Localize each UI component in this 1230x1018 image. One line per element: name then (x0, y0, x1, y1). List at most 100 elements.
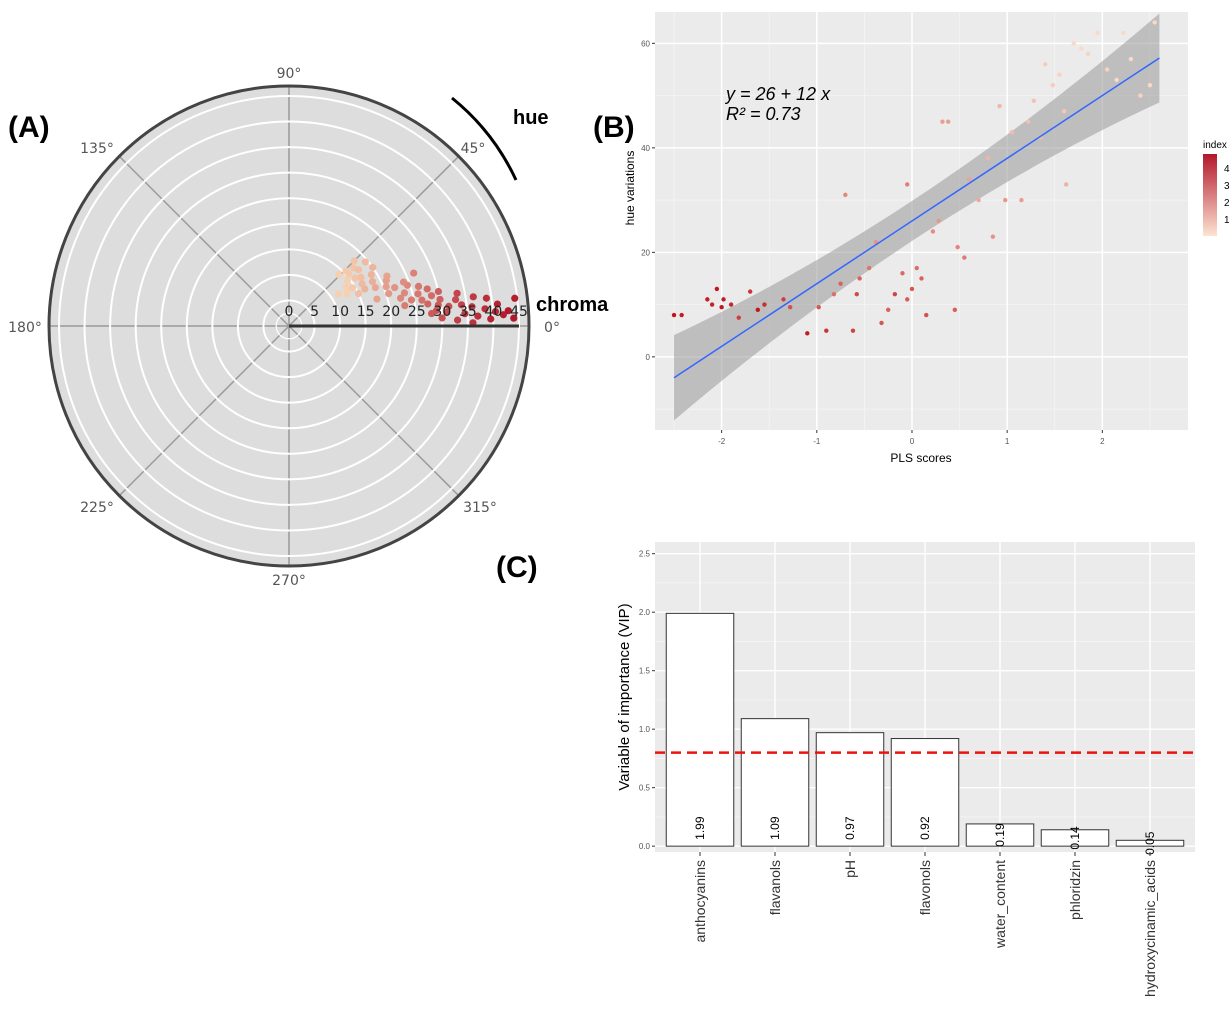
radius-tick-label: 20 (382, 304, 400, 320)
regression-point (831, 291, 837, 297)
regression-point (930, 229, 936, 234)
polar-point (407, 296, 416, 304)
angle-tick-label: 225° (80, 500, 114, 516)
regression-point (1031, 98, 1037, 104)
polar-gridlines (49, 86, 529, 566)
regression-point (1128, 56, 1134, 62)
polar-point (391, 283, 399, 292)
polar-chart: 0 5 10 15 20 25 30 35 40 45 0° 45° 90° 135° 180° 225° 2… (8, 66, 609, 589)
x-tick-label: water_content (992, 860, 1008, 949)
x-tick-label: 2 (1100, 437, 1105, 446)
regression-point (1147, 82, 1153, 88)
x-tick-label: anthocyanins (692, 860, 708, 943)
radius-tick-label: 40 (485, 304, 503, 320)
panel-label-b: (B) (593, 111, 635, 144)
chroma-label: chroma (536, 294, 609, 316)
y-axis-title: hue variations (623, 151, 637, 226)
regression-point (705, 297, 710, 302)
polar-point (510, 314, 518, 322)
x-tick-label: flavonols (917, 860, 933, 915)
regression-point (755, 307, 760, 313)
polar-point (410, 269, 418, 277)
polar-point (423, 285, 431, 293)
regression-point (816, 305, 821, 310)
regression-point (1085, 51, 1091, 56)
angle-tick-label: 45° (461, 141, 486, 157)
radius-tick-label: 35 (459, 304, 477, 320)
regression-point (850, 328, 856, 333)
polar-point (354, 266, 363, 274)
regression-point (1114, 77, 1119, 83)
polar-point (345, 270, 353, 278)
regression-x-ticks: -2 -1 0 1 2 (718, 430, 1105, 446)
regression-point (873, 239, 879, 245)
vip-value-label: 1.09 (768, 816, 782, 840)
regression-point (940, 119, 945, 124)
polar-point (482, 294, 490, 302)
vip-y-axis-title: Variable of importance (VIP) (616, 603, 633, 790)
regression-point (679, 312, 684, 318)
angle-tick-label: 180° (8, 320, 42, 336)
x-tick-label: phloridzin (1067, 860, 1083, 920)
regression-point (1095, 30, 1100, 36)
polar-point (361, 285, 369, 293)
regression-point (1063, 182, 1069, 187)
polar-point (385, 290, 393, 298)
radius-tick-label: 15 (357, 304, 375, 320)
x-tick-label: 0 (910, 437, 915, 446)
radius-tick-label: 10 (331, 304, 349, 320)
regression-point (671, 312, 677, 318)
regression-point (805, 331, 810, 336)
regression-point (719, 305, 724, 310)
regression-point (787, 305, 793, 310)
polar-point (369, 263, 377, 271)
radius-tick-label: 5 (310, 304, 319, 320)
hue-arc (451, 96, 518, 181)
polar-point (453, 316, 462, 324)
regression-point (709, 302, 715, 307)
polar-point (335, 270, 343, 279)
regression-point (854, 291, 859, 297)
polar-point (499, 311, 507, 319)
polar-spoke (288, 155, 460, 327)
polar-point (457, 301, 466, 309)
regression-point (762, 302, 767, 307)
regression-point (728, 302, 734, 307)
polar-point (418, 296, 426, 304)
polar-point (371, 283, 379, 292)
regression-point (885, 307, 891, 313)
polar-point (357, 273, 365, 282)
y-tick-label: 1.0 (639, 725, 651, 734)
y-tick-label: 0.5 (639, 784, 651, 793)
polar-point (493, 300, 502, 308)
panel-label-c: (C) (496, 551, 538, 584)
regression-point (976, 197, 981, 203)
polar-point (445, 302, 453, 310)
legend-colorbar (1203, 154, 1217, 236)
y-tick-label: 0 (646, 353, 651, 362)
x-tick-label: -2 (718, 437, 726, 446)
regression-point (1003, 197, 1008, 203)
index-legend: index 4 3 2 1 (1203, 140, 1230, 236)
x-tick-label: pH (842, 860, 858, 878)
polar-point (373, 295, 381, 303)
polar-point (351, 274, 359, 282)
polar-point (361, 258, 369, 266)
angle-tick-label: 315° (463, 500, 497, 516)
regression-point (952, 307, 958, 313)
polar-point (367, 270, 375, 279)
x-axis-title: PLS scores (890, 451, 951, 465)
regression-point (985, 156, 991, 161)
regression-point (962, 255, 967, 260)
polar-spoke (118, 155, 290, 327)
regression-point (824, 328, 829, 333)
radius-tick-label: 30 (433, 304, 451, 320)
polar-point (504, 307, 512, 315)
polar-point (399, 278, 408, 286)
regression-point (905, 297, 910, 302)
regression-point (945, 119, 951, 124)
regression-point (905, 182, 910, 187)
polar-point (481, 305, 489, 313)
polar-point (414, 282, 423, 290)
